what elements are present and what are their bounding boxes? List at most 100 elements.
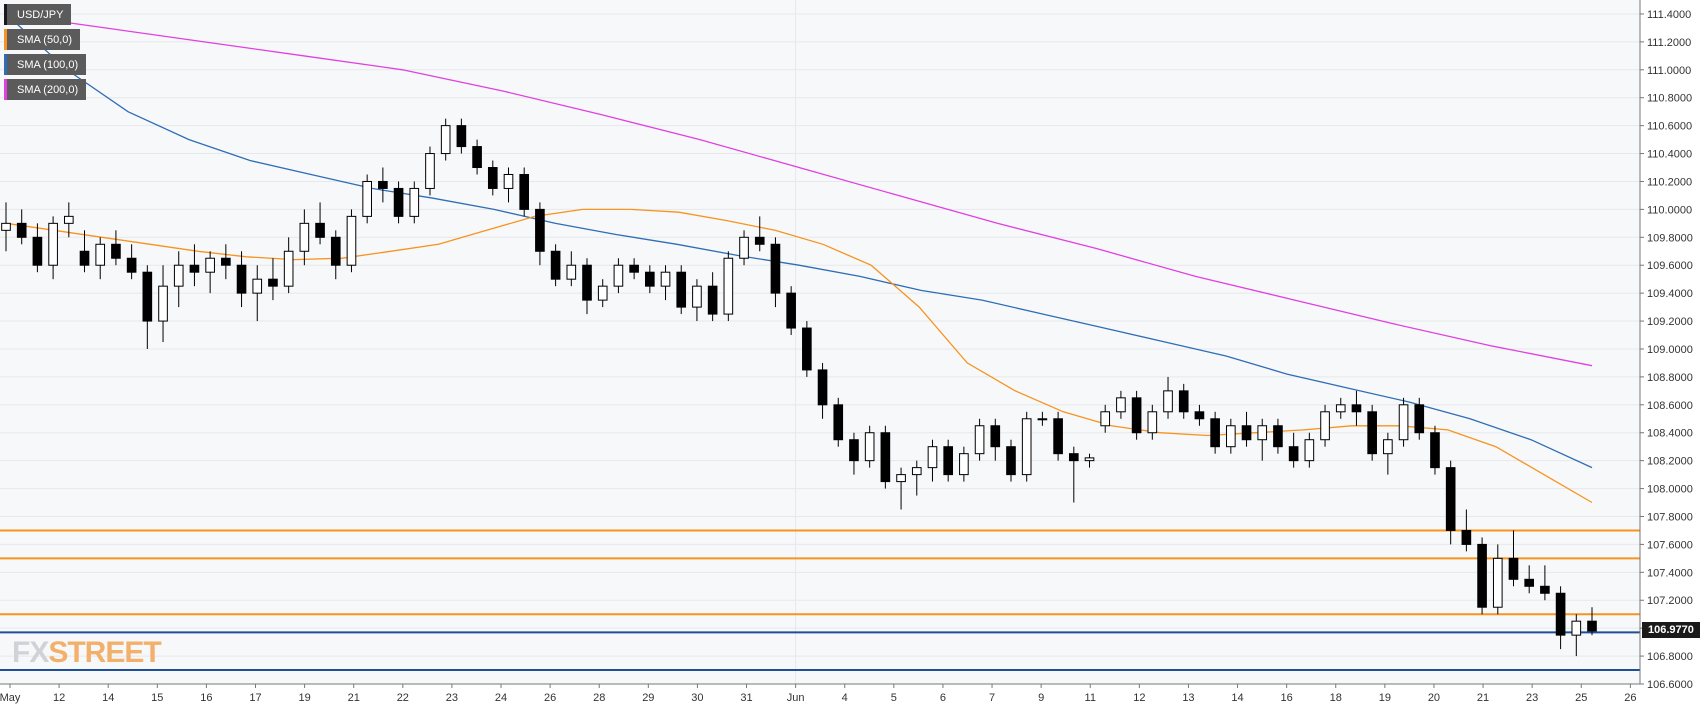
candle — [79, 230, 90, 273]
sma100-line — [5, 13, 1593, 469]
candle-body-up — [95, 243, 106, 266]
candle-body-up — [503, 173, 514, 189]
x-tick-label: 22 — [397, 692, 409, 704]
candle-body-down — [519, 173, 530, 210]
candle — [472, 139, 482, 175]
plot-area — [0, 0, 1640, 684]
candle-body-down — [1006, 446, 1016, 476]
candle — [16, 209, 27, 245]
candle — [817, 362, 828, 419]
candle — [63, 202, 74, 238]
candle — [456, 118, 467, 154]
y-tick-label: 110.8000 — [1647, 93, 1692, 105]
candle-body-up — [409, 187, 420, 217]
candle-body-up — [346, 215, 357, 266]
x-tick-label: 16 — [1281, 692, 1293, 704]
candle — [660, 265, 671, 301]
x-tick-label: 23 — [1526, 692, 1538, 704]
candle — [676, 265, 687, 315]
candle — [849, 432, 859, 475]
candle-body-down — [393, 187, 404, 217]
x-tick-label: 21 — [348, 692, 360, 704]
candle — [566, 251, 577, 287]
x-tick-label: 31 — [740, 692, 752, 704]
last-price-tag: 106.9770 — [1642, 622, 1700, 639]
candle-body-down — [1131, 397, 1142, 434]
candle — [833, 397, 844, 447]
candle-body-up — [1163, 390, 1173, 413]
candle-body-down — [236, 264, 247, 294]
candle — [1383, 432, 1393, 475]
candle — [173, 251, 184, 308]
candle — [236, 251, 247, 308]
candle — [1430, 425, 1440, 475]
y-tick-label: 111.4000 — [1647, 9, 1691, 21]
candle — [1084, 453, 1095, 468]
candle-body-up — [1320, 411, 1330, 441]
y-tick-label: 109.0000 — [1647, 344, 1693, 356]
candle-body-up — [48, 222, 58, 266]
candle-body-down — [629, 264, 639, 273]
candle-body-down — [315, 222, 325, 238]
legend-sma200[interactable]: SMA (200,0) — [4, 79, 87, 100]
legend-sma50[interactable]: SMA (50,0) — [4, 29, 81, 50]
x-tick-label: 29 — [642, 692, 654, 704]
candle — [1587, 607, 1597, 636]
candle-body-up — [1492, 557, 1503, 608]
y-tick-label: 108.8000 — [1647, 372, 1693, 384]
candle-body-up — [1084, 457, 1095, 462]
x-tick-label: 28 — [593, 692, 605, 704]
candle — [393, 181, 404, 224]
x-tick-label: 13 — [1182, 692, 1194, 704]
y-tick-label: 110.4000 — [1647, 149, 1692, 161]
candle-body-up — [896, 474, 906, 483]
candle — [1226, 418, 1236, 454]
candle — [299, 209, 310, 266]
candle — [1398, 397, 1409, 447]
candle-body-down — [1540, 585, 1550, 594]
candle — [1320, 404, 1330, 447]
candle-body-up — [911, 467, 922, 476]
candle — [1477, 537, 1487, 615]
candle-body-down — [754, 236, 765, 245]
candle-body-down — [802, 327, 812, 371]
candle — [1163, 376, 1173, 419]
legend-symbol[interactable]: USD/JPY — [4, 4, 72, 25]
x-tick-label: 15 — [151, 692, 163, 704]
x-tick-label: 14 — [102, 692, 114, 704]
candle-body-up — [252, 278, 263, 294]
candle — [1461, 509, 1472, 552]
candle-body-up — [1021, 418, 1032, 476]
x-tick-label: 4 — [842, 692, 848, 704]
x-tick-label: 12 — [53, 692, 65, 704]
candle-body-down — [645, 271, 655, 287]
candle — [1304, 432, 1315, 468]
candle-body-down — [1461, 529, 1472, 545]
candle-body-down — [535, 208, 545, 252]
legend-sma100[interactable]: SMA (100,0) — [4, 54, 87, 75]
y-tick-label: 109.8000 — [1647, 232, 1693, 244]
x-tick-label: 20 — [1428, 692, 1440, 704]
candle-body-down — [32, 236, 43, 266]
x-tick-label: 9 — [1038, 692, 1044, 704]
candle — [535, 202, 545, 266]
candle — [1194, 404, 1205, 426]
candle — [440, 118, 451, 161]
candle-body-down — [1053, 418, 1063, 455]
candle — [613, 258, 624, 294]
sma100-swatch — [4, 54, 7, 75]
candle-body-down — [487, 167, 498, 189]
x-tick-label: 7 — [989, 692, 995, 704]
candle — [1210, 411, 1220, 454]
y-tick-label: 106.6000 — [1647, 679, 1693, 691]
y-tick-label: 110.6000 — [1647, 121, 1692, 133]
sma200-line — [5, 13, 1593, 367]
candle-body-up — [1571, 620, 1582, 636]
candle-body-up — [864, 432, 875, 462]
candle-body-up — [1037, 418, 1048, 421]
candle — [48, 216, 58, 280]
candle — [487, 160, 498, 196]
candle-body-up — [1147, 411, 1158, 434]
x-tick-label: 23 — [446, 692, 458, 704]
